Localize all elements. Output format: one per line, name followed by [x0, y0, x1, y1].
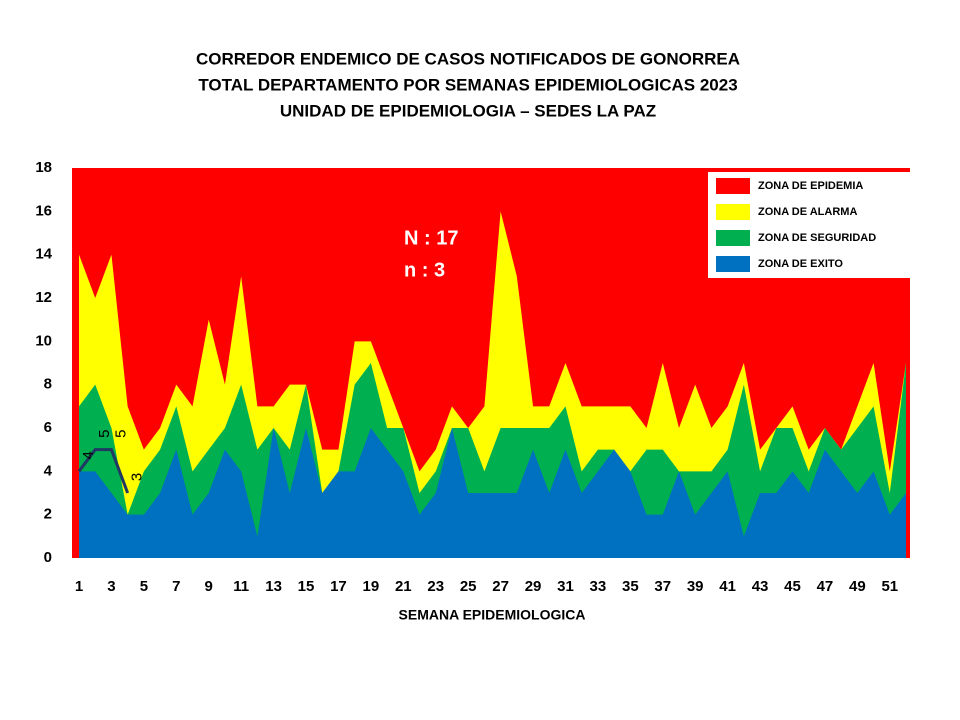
- x-axis-label: SEMANA EPIDEMIOLOGICA: [399, 607, 586, 623]
- y-tick-label: 0: [44, 549, 52, 566]
- y-tick-label: 6: [44, 419, 52, 436]
- chart-title: UNIDAD DE EPIDEMIOLOGIA – SEDES LA PAZ: [280, 101, 656, 120]
- legend-swatch: [716, 256, 750, 272]
- legend-swatch: [716, 178, 750, 194]
- legend-label: ZONA DE EXITO: [758, 258, 843, 270]
- y-tick-label: 12: [35, 289, 52, 306]
- legend-label: ZONA DE EPIDEMIA: [758, 180, 863, 192]
- data-label: 5: [112, 429, 129, 437]
- x-tick-label: 15: [298, 578, 315, 595]
- x-tick-label: 11: [233, 578, 249, 595]
- annotation: n : 3: [404, 259, 445, 281]
- x-tick-label: 31: [557, 578, 574, 595]
- y-tick-label: 18: [35, 159, 52, 176]
- y-tick-label: 4: [44, 462, 53, 479]
- x-tick-label: 13: [265, 578, 282, 595]
- x-tick-label: 41: [719, 578, 736, 595]
- data-label: 5: [96, 429, 113, 437]
- x-tick-label: 5: [140, 578, 148, 595]
- x-tick-label: 29: [525, 578, 542, 595]
- x-tick-label: 47: [817, 578, 834, 595]
- legend-label: ZONA DE SEGURIDAD: [758, 232, 876, 244]
- line: [77, 448, 130, 494]
- x-tick-label: 17: [330, 578, 347, 595]
- x-tick-label: 33: [590, 578, 607, 595]
- legend-label: ZONA DE ALARMA: [758, 206, 857, 218]
- chart-title: CORREDOR ENDEMICO DE CASOS NOTIFICADOS D…: [196, 49, 740, 68]
- legend-swatch: [716, 204, 750, 220]
- y-tick-label: 10: [35, 332, 52, 349]
- x-tick-label: 21: [395, 578, 412, 595]
- x-tick-label: 7: [172, 578, 180, 595]
- x-tick-label: 45: [784, 578, 801, 595]
- y-tick-label: 16: [35, 202, 52, 219]
- x-tick-label: 1: [75, 578, 83, 595]
- x-tick-label: 27: [492, 578, 509, 595]
- data-label: 4: [80, 451, 97, 459]
- x-tick-label: 37: [654, 578, 671, 595]
- x-tick-label: 51: [881, 578, 898, 595]
- y-tick-label: 14: [35, 246, 52, 263]
- data-label: 3: [129, 473, 146, 481]
- area: [79, 428, 906, 558]
- x-tick-label: 3: [107, 578, 115, 595]
- x-tick-label: 19: [363, 578, 380, 595]
- chart-title: TOTAL DEPARTAMENTO POR SEMANAS EPIDEMIOL…: [198, 75, 737, 94]
- x-tick-label: 39: [687, 578, 704, 595]
- legend-swatch: [716, 230, 750, 246]
- x-tick-label: 35: [622, 578, 639, 595]
- x-tick-label: 49: [849, 578, 866, 595]
- y-tick-label: 8: [44, 376, 52, 393]
- x-tick-label: 43: [752, 578, 769, 595]
- x-tick-label: 25: [460, 578, 477, 595]
- y-tick-label: 2: [44, 506, 52, 523]
- annotation: N : 17: [404, 227, 458, 249]
- x-tick-label: 23: [427, 578, 444, 595]
- x-tick-label: 9: [205, 578, 213, 595]
